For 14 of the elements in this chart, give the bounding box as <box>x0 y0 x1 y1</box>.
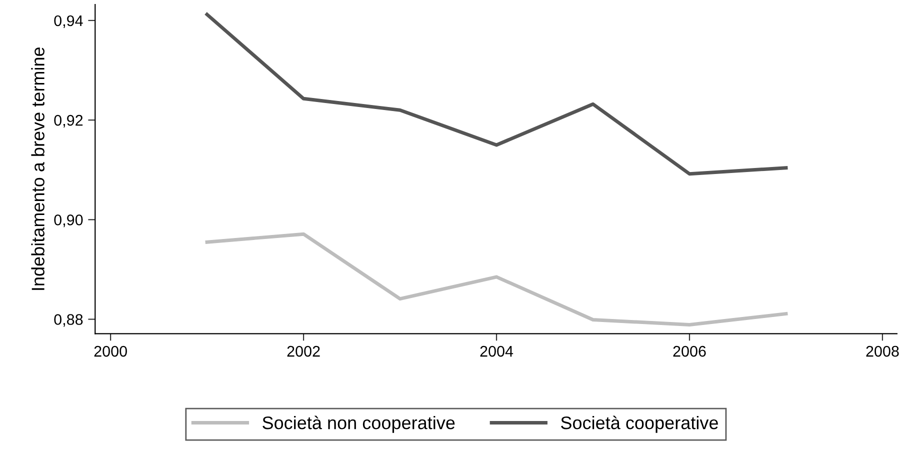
x-tick-label: 2000 <box>94 346 127 357</box>
line-series <box>205 232 788 326</box>
legend-label: Società non cooperative <box>262 416 455 433</box>
legend-label: Società cooperative <box>561 416 718 433</box>
x-tick-label: 2004 <box>480 346 514 357</box>
line-series <box>205 12 788 176</box>
y-tick-label: 0,94 <box>54 15 83 28</box>
y-axis-title: Indebitamento a breve termine <box>31 47 44 290</box>
y-tick-label: 0,88 <box>54 314 83 327</box>
x-tick-label: 2002 <box>287 346 320 357</box>
x-tick-label: 2008 <box>866 346 899 357</box>
y-tick-label: 0,90 <box>54 214 83 228</box>
x-tick-label: 2006 <box>673 346 706 357</box>
y-tick-label: 0,92 <box>54 114 83 128</box>
